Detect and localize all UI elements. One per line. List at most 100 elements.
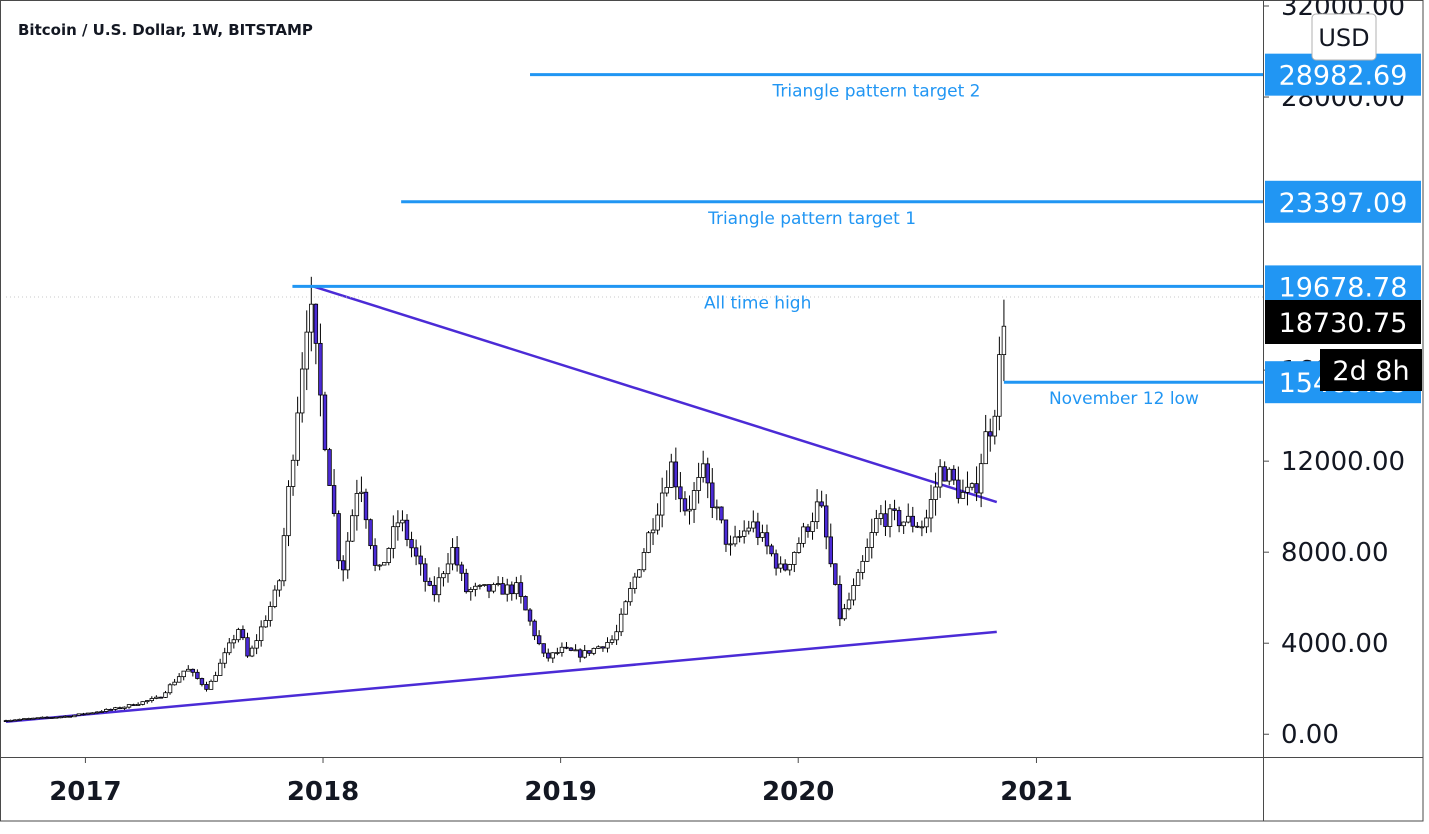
candle-body (728, 543, 733, 546)
candle-body (454, 547, 460, 566)
candle-body (254, 640, 259, 649)
candle-body (135, 703, 141, 706)
candle-body (195, 671, 200, 679)
candle-body (441, 573, 446, 579)
candle-body (395, 522, 401, 528)
candle-body (231, 639, 237, 644)
candle-body (573, 649, 578, 652)
candle-body (906, 515, 911, 523)
candle-body (309, 303, 314, 333)
candle-body (755, 521, 761, 538)
candle-body (933, 486, 938, 500)
candle-body (126, 704, 132, 708)
candle-body (860, 560, 865, 573)
candle-body (541, 643, 546, 654)
candle-body (555, 652, 560, 654)
candle-body (350, 515, 355, 542)
candle-body (509, 584, 514, 595)
candle-body (892, 508, 897, 511)
candle-body (609, 639, 615, 643)
candle-body (99, 711, 104, 713)
candle-body (591, 647, 597, 654)
y-tick-label: 12000.00 (1281, 447, 1405, 477)
candle-body (901, 521, 906, 527)
candle-body (568, 647, 574, 651)
candle-body (199, 678, 205, 685)
candle-body (577, 649, 583, 658)
candle-body (322, 394, 328, 451)
candle-body (924, 517, 929, 528)
candle-body (824, 505, 829, 538)
candle-body (723, 519, 729, 545)
candle-body (268, 606, 273, 621)
candle-body (582, 650, 587, 658)
candle-body (277, 580, 282, 591)
candle-body (413, 547, 419, 557)
candle-body (409, 539, 414, 549)
candle-body (3, 720, 9, 722)
candle-body (418, 555, 423, 565)
candle-body (751, 521, 756, 529)
candle-body (682, 498, 688, 512)
candle-body (719, 506, 724, 521)
candle-body (942, 466, 947, 482)
chart-title: Bitcoin / U.S. Dollar, 1W, BITSTAMP (18, 21, 313, 39)
candle-body (363, 491, 369, 521)
candle-body (992, 415, 998, 437)
candle-body (637, 569, 642, 578)
candle-body (878, 513, 884, 519)
candle-body (837, 584, 843, 620)
candle-body (960, 491, 966, 499)
candle-body (213, 675, 218, 682)
candle-body (22, 718, 27, 721)
candle-body (514, 582, 519, 595)
candle-body (40, 716, 45, 719)
level-annotation: November 12 low (1049, 389, 1199, 409)
candle-body (249, 647, 255, 657)
candle-body (281, 535, 287, 582)
candle-body (31, 717, 36, 720)
candle-body (327, 449, 332, 486)
candle-body (746, 527, 751, 532)
candle-body (527, 609, 533, 622)
candle-body (587, 650, 592, 654)
candle-body (117, 707, 123, 710)
candle-body (140, 701, 145, 705)
candle-body (172, 681, 177, 686)
candle-body (491, 584, 496, 592)
candle-body (240, 629, 246, 639)
candle-body (1001, 325, 1007, 356)
candle-body (340, 560, 346, 571)
candle-body (423, 563, 428, 582)
y-tick-label: 8000.00 (1281, 538, 1389, 568)
candle-body (500, 583, 505, 595)
candle-body (17, 718, 22, 721)
candle-body (655, 514, 660, 531)
trendline-upper (312, 285, 998, 504)
current-price-tag-text: 18730.75 (1279, 308, 1408, 339)
candle-body (495, 583, 501, 585)
candle-body (122, 706, 127, 709)
y-tick-label: 0.00 (1281, 720, 1339, 750)
candle-body (855, 572, 861, 586)
level-price-tag-text: 28982.69 (1279, 61, 1408, 92)
candle-body (359, 491, 364, 494)
currency-button[interactable] (1311, 13, 1377, 61)
candle-body (391, 526, 396, 549)
candle-body (632, 576, 638, 589)
candle-body (295, 412, 300, 461)
level-annotation: All time high (704, 293, 811, 313)
candle-body (596, 646, 601, 649)
candle-body (427, 580, 432, 586)
x-tick-label: 2019 (524, 777, 596, 807)
candle-body (400, 519, 405, 524)
candle-body (919, 526, 925, 529)
candle-body (35, 717, 41, 720)
candle-body (687, 508, 692, 512)
candle-body (600, 646, 606, 649)
candle-body (345, 540, 350, 571)
candle-body (714, 506, 720, 509)
